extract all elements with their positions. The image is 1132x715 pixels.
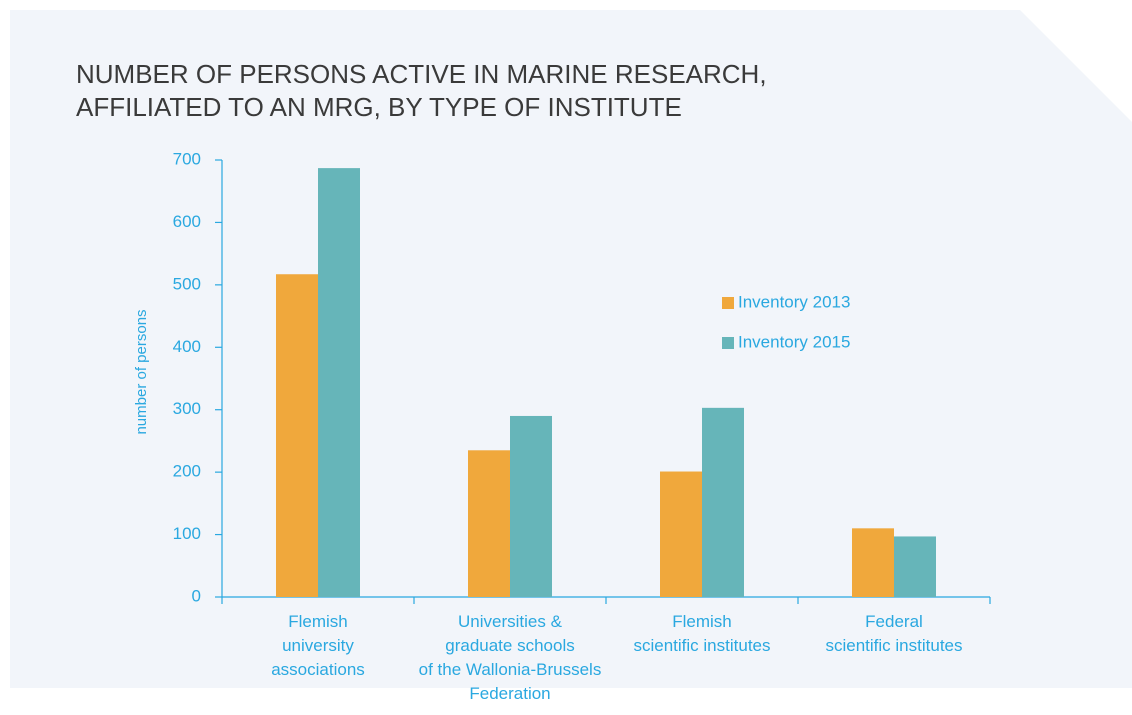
bar	[894, 536, 936, 597]
y-tick-label: 100	[173, 524, 201, 543]
legend-label: Inventory 2013	[738, 292, 850, 311]
bar	[852, 528, 894, 597]
bar	[318, 168, 360, 597]
x-tick-label: Federal scientific institutes	[825, 612, 963, 655]
y-tick-label: 300	[173, 399, 201, 418]
legend-label: Inventory 2015	[738, 332, 850, 351]
legend-swatch	[722, 337, 734, 349]
y-tick-label: 700	[173, 149, 201, 168]
y-tick-label: 400	[173, 337, 201, 356]
bar	[276, 274, 318, 597]
y-tick-label: 200	[173, 462, 201, 481]
y-axis-label: number of persons	[133, 309, 150, 434]
chart-title-line: AFFILIATED TO AN MRG, BY TYPE OF INSTITU…	[76, 92, 682, 122]
x-tick-label: Universities & graduate schools of the W…	[418, 612, 602, 703]
bar	[510, 415, 552, 597]
chart-title-line: NUMBER OF PERSONS ACTIVE IN MARINE RESEA…	[76, 59, 767, 89]
y-tick-label: 600	[173, 212, 201, 231]
bar	[660, 471, 702, 597]
y-tick-label: 0	[192, 586, 201, 605]
x-tick-label: Flemish scientific institutes	[633, 612, 771, 655]
legend-swatch	[722, 297, 734, 309]
x-tick-label: Flemish university associations	[271, 612, 365, 679]
bar	[702, 407, 744, 597]
y-tick-label: 500	[173, 274, 201, 293]
bar	[468, 450, 510, 597]
